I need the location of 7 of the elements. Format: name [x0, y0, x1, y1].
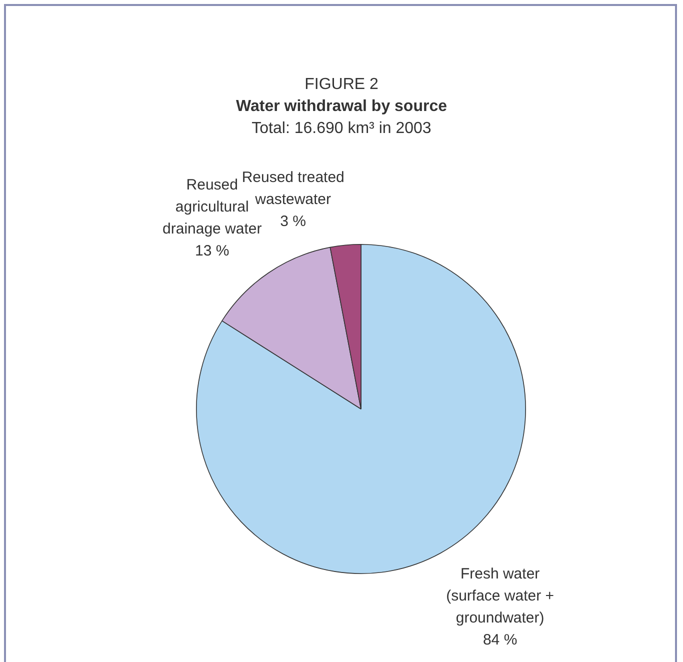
data-label: 13 %: [195, 242, 230, 260]
chart-subtitle: Total: 16.690 km³ in 2003: [250, 119, 432, 139]
chart-title: Water withdrawal by source: [234, 97, 448, 117]
data-label: 84 %: [482, 631, 518, 648]
slice-label: Fresh water (surface water + groundwater): [446, 565, 554, 626]
caption: FIGURE 2: [304, 75, 380, 95]
data-label: 3 %: [280, 212, 306, 230]
